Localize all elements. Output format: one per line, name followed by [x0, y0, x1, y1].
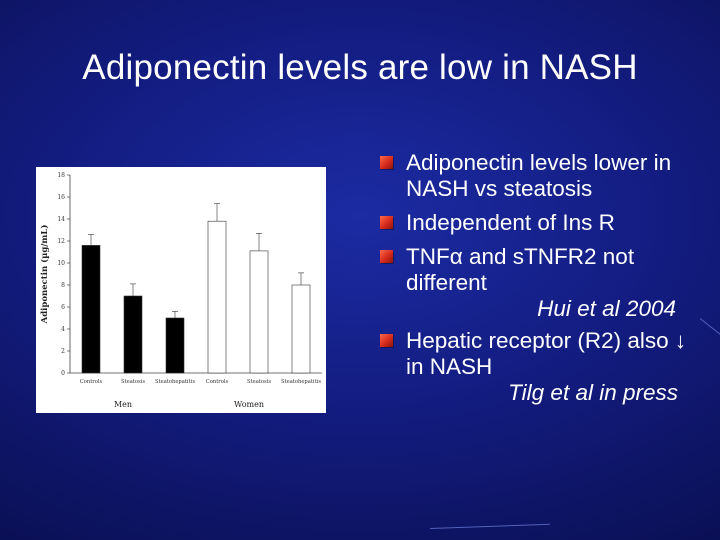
- chart-panel: 0 2 4 6 8 10 12 14 16 18 Adiponectin (µg/mL) Contro…: [36, 167, 326, 413]
- bullet-item: TNFα and sTNFR2 not different: [380, 244, 700, 296]
- category-label: Steatosis: [121, 379, 145, 385]
- bar-chart: 0 2 4 6 8 10 12 14 16 18 Adiponectin (µg/mL) Contro…: [39, 172, 322, 409]
- y-axis-label: Adiponectin (µg/mL): [39, 225, 50, 325]
- category-label: Controls: [206, 379, 229, 385]
- category-label: Controls: [80, 379, 103, 385]
- bar: [165, 317, 185, 374]
- bullet-text: Independent of Ins R: [406, 210, 615, 235]
- bullet-item: Hepatic receptor (R2) also ↓ in NASH: [380, 328, 700, 380]
- group-label: Men: [114, 400, 132, 409]
- bullet-item: Independent of Ins R: [380, 210, 700, 236]
- bullet-text: TNFα and sTNFR2 not different: [406, 244, 635, 295]
- category-label: Steatohepatitis: [155, 379, 195, 385]
- bar: [291, 284, 311, 374]
- bullet-square-icon: [380, 250, 393, 263]
- y-tick-label: 0: [61, 370, 65, 377]
- group-label: Women: [234, 400, 264, 409]
- y-tick-label: 14: [57, 216, 65, 223]
- bullet-text: Hepatic receptor (R2) also ↓ in NASH: [406, 328, 687, 379]
- y-tick-label: 12: [57, 238, 65, 245]
- bar: [81, 245, 101, 374]
- decorative-streak: [429, 523, 550, 529]
- y-tick-label: 16: [57, 194, 65, 201]
- y-tick-label: 6: [61, 304, 65, 311]
- y-tick-label: 2: [61, 348, 65, 355]
- y-tick-label: 18: [57, 172, 65, 179]
- citation: Hui et al 2004: [537, 296, 676, 321]
- y-tick-label: 4: [61, 326, 65, 333]
- bullet-text: Adiponectin levels lower in NASH vs stea…: [406, 150, 672, 201]
- bullet-square-icon: [380, 216, 393, 229]
- y-tick-label: 10: [57, 260, 65, 267]
- y-tick-label: 8: [61, 282, 65, 289]
- decorative-streak: [699, 318, 720, 338]
- bullet-list: Adiponectin levels lower in NASH vs stea…: [380, 150, 700, 406]
- bar: [123, 295, 143, 374]
- citation: Tilg et al in press: [508, 380, 678, 405]
- bar: [207, 220, 227, 374]
- bar: [249, 250, 269, 374]
- category-label: Steatosis: [247, 379, 271, 385]
- bullet-square-icon: [380, 334, 393, 347]
- bullet-square-icon: [380, 156, 393, 169]
- slide-title: Adiponectin levels are low in NASH: [82, 48, 638, 87]
- bullet-item: Adiponectin levels lower in NASH vs stea…: [380, 150, 700, 202]
- category-label: Steatohepatitis: [281, 379, 321, 385]
